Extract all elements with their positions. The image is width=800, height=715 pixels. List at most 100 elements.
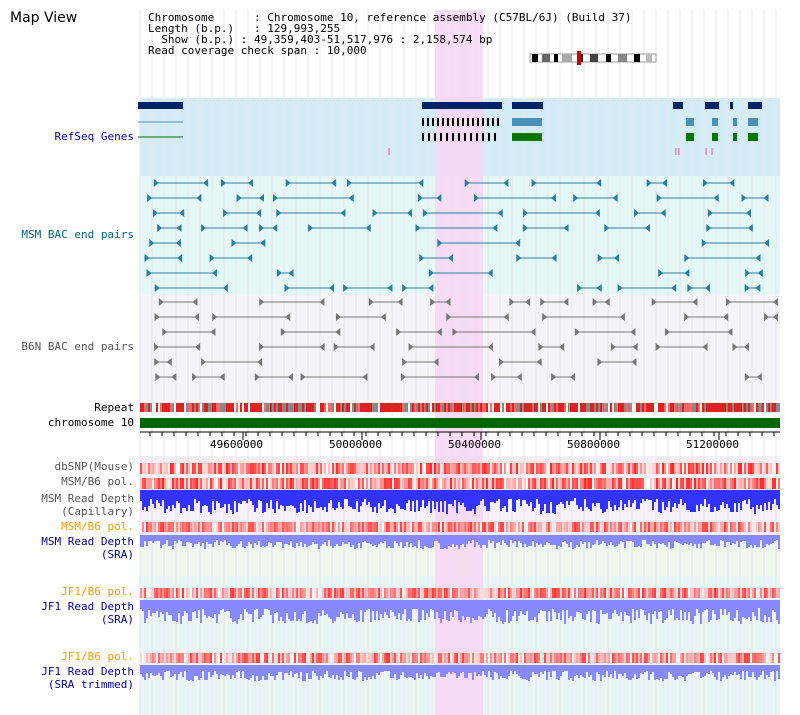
polymorphism-cell <box>654 463 656 474</box>
read-depth-bar <box>434 490 436 509</box>
read-depth-bar <box>776 665 778 671</box>
polymorphism-cell <box>154 478 156 489</box>
polymorphism-cell <box>236 653 238 663</box>
track-label-chromosome[interactable]: chromosome 10 <box>47 416 134 429</box>
repeat-segment <box>700 403 702 412</box>
polymorphism-cell <box>152 522 154 532</box>
polymorphism-cell <box>300 653 302 663</box>
read-depth-bar <box>430 665 432 676</box>
polymorphism-cell <box>696 478 698 489</box>
msm-bac-pair-end <box>492 224 498 232</box>
track-label-msm-pol-2[interactable]: MSM/B6 pol. <box>61 520 134 533</box>
read-depth-bar <box>544 490 546 504</box>
read-depth-bar <box>652 535 654 541</box>
read-depth-bar <box>540 490 542 514</box>
track-label-dbsnp[interactable]: dbSNP(Mouse) <box>54 460 134 473</box>
polymorphism-cell <box>538 588 540 598</box>
read-depth-bar <box>524 535 526 544</box>
exon <box>467 118 469 126</box>
read-depth-bar <box>624 665 626 673</box>
polymorphism-cell <box>584 653 586 663</box>
polymorphism-cell <box>746 463 748 474</box>
polymorphism-cell <box>244 463 246 474</box>
read-depth-bar <box>388 665 390 671</box>
read-depth-bar <box>400 665 402 675</box>
repeat-segment <box>682 403 684 412</box>
polymorphism-cell <box>726 463 728 474</box>
read-depth-bar <box>170 600 172 615</box>
repeat-segment <box>190 403 192 412</box>
track-label-msm-bac[interactable]: MSM BAC end pairs <box>21 228 134 241</box>
polymorphism-cell <box>162 653 164 663</box>
track-label-msm-depth-sra[interactable]: MSM Read Depth <box>41 535 134 548</box>
track-label-msm-depth-cap[interactable]: MSM Read Depth <box>41 492 134 505</box>
repeat-segment <box>162 403 164 412</box>
polymorphism-cell <box>576 588 578 598</box>
track-label-repeat[interactable]: Repeat <box>94 401 134 414</box>
msm-bac-pair-end <box>763 194 769 202</box>
polymorphism-cell <box>288 588 290 598</box>
polymorphism-cell <box>520 588 522 598</box>
polymorphism-cell <box>612 522 614 532</box>
read-depth-bar <box>428 490 430 501</box>
read-depth-bar <box>344 490 346 499</box>
polymorphism-cell <box>540 463 542 474</box>
track-label-msm-pol-1[interactable]: MSM/B6 pol. <box>61 475 134 488</box>
polymorphism-cell <box>204 522 206 532</box>
read-depth-bar <box>460 600 462 622</box>
track-label-jf1-pol-2[interactable]: JF1/B6 pol. <box>61 650 134 663</box>
polymorphism-cell <box>438 653 440 663</box>
polymorphism-cell <box>290 463 292 474</box>
b6n-bac-pair-end <box>764 313 770 321</box>
read-depth-bar <box>320 665 322 676</box>
polymorphism-cell <box>706 653 708 663</box>
polymorphism-cell <box>600 653 602 663</box>
polymorphism-cell <box>408 478 410 489</box>
polymorphism-cell <box>704 588 706 598</box>
track-label-b6n-bac[interactable]: B6N BAC end pairs <box>21 340 134 353</box>
repeat-segment <box>450 403 452 412</box>
repeat-segment <box>562 403 564 412</box>
read-depth-bar <box>736 665 738 675</box>
read-depth-bar <box>714 535 716 544</box>
polymorphism-cell <box>242 653 244 663</box>
polymorphism-cell <box>392 522 394 532</box>
read-depth-bar <box>180 535 182 541</box>
polymorphism-cell <box>768 522 770 532</box>
polymorphism-cell <box>584 478 586 489</box>
track-label-refseq[interactable]: RefSeq Genes <box>54 130 134 143</box>
polymorphism-cell <box>316 522 318 532</box>
polymorphism-cell <box>374 463 376 474</box>
track-label-jf1-pol-1[interactable]: JF1/B6 pol. <box>61 585 134 598</box>
read-depth-bar <box>726 665 728 679</box>
read-depth-bar <box>526 665 528 680</box>
polymorphism-cell <box>652 653 654 663</box>
repeat-segment <box>468 403 470 412</box>
polymorphism-cell <box>298 588 300 598</box>
read-depth-bar <box>710 600 712 620</box>
read-depth-bar <box>652 490 654 510</box>
polymorphism-cell <box>206 588 208 598</box>
polymorphism-cell <box>540 522 542 532</box>
read-depth-bar <box>544 600 546 611</box>
polymorphism-cell <box>386 522 388 532</box>
refseq-mark <box>388 148 390 155</box>
read-depth-bar <box>192 600 194 612</box>
polymorphism-cell <box>688 522 690 532</box>
polymorphism-cell <box>552 478 554 489</box>
track-label-jf1-depth-trim[interactable]: JF1 Read Depth <box>41 665 134 678</box>
repeat-segment <box>444 403 446 412</box>
polymorphism-cell <box>746 588 748 598</box>
track-label-jf1-depth[interactable]: JF1 Read Depth <box>41 600 134 613</box>
polymorphism-cell <box>400 653 402 663</box>
polymorphism-cell <box>280 588 282 598</box>
polymorphism-cell <box>340 522 342 532</box>
polymorphism-cell <box>262 522 264 532</box>
polymorphism-cell <box>206 522 208 532</box>
polymorphism-cell <box>364 588 366 598</box>
polymorphism-cell <box>606 463 608 474</box>
polymorphism-cell <box>714 522 716 532</box>
read-depth-bar <box>384 490 386 500</box>
read-depth-bar <box>462 600 464 616</box>
